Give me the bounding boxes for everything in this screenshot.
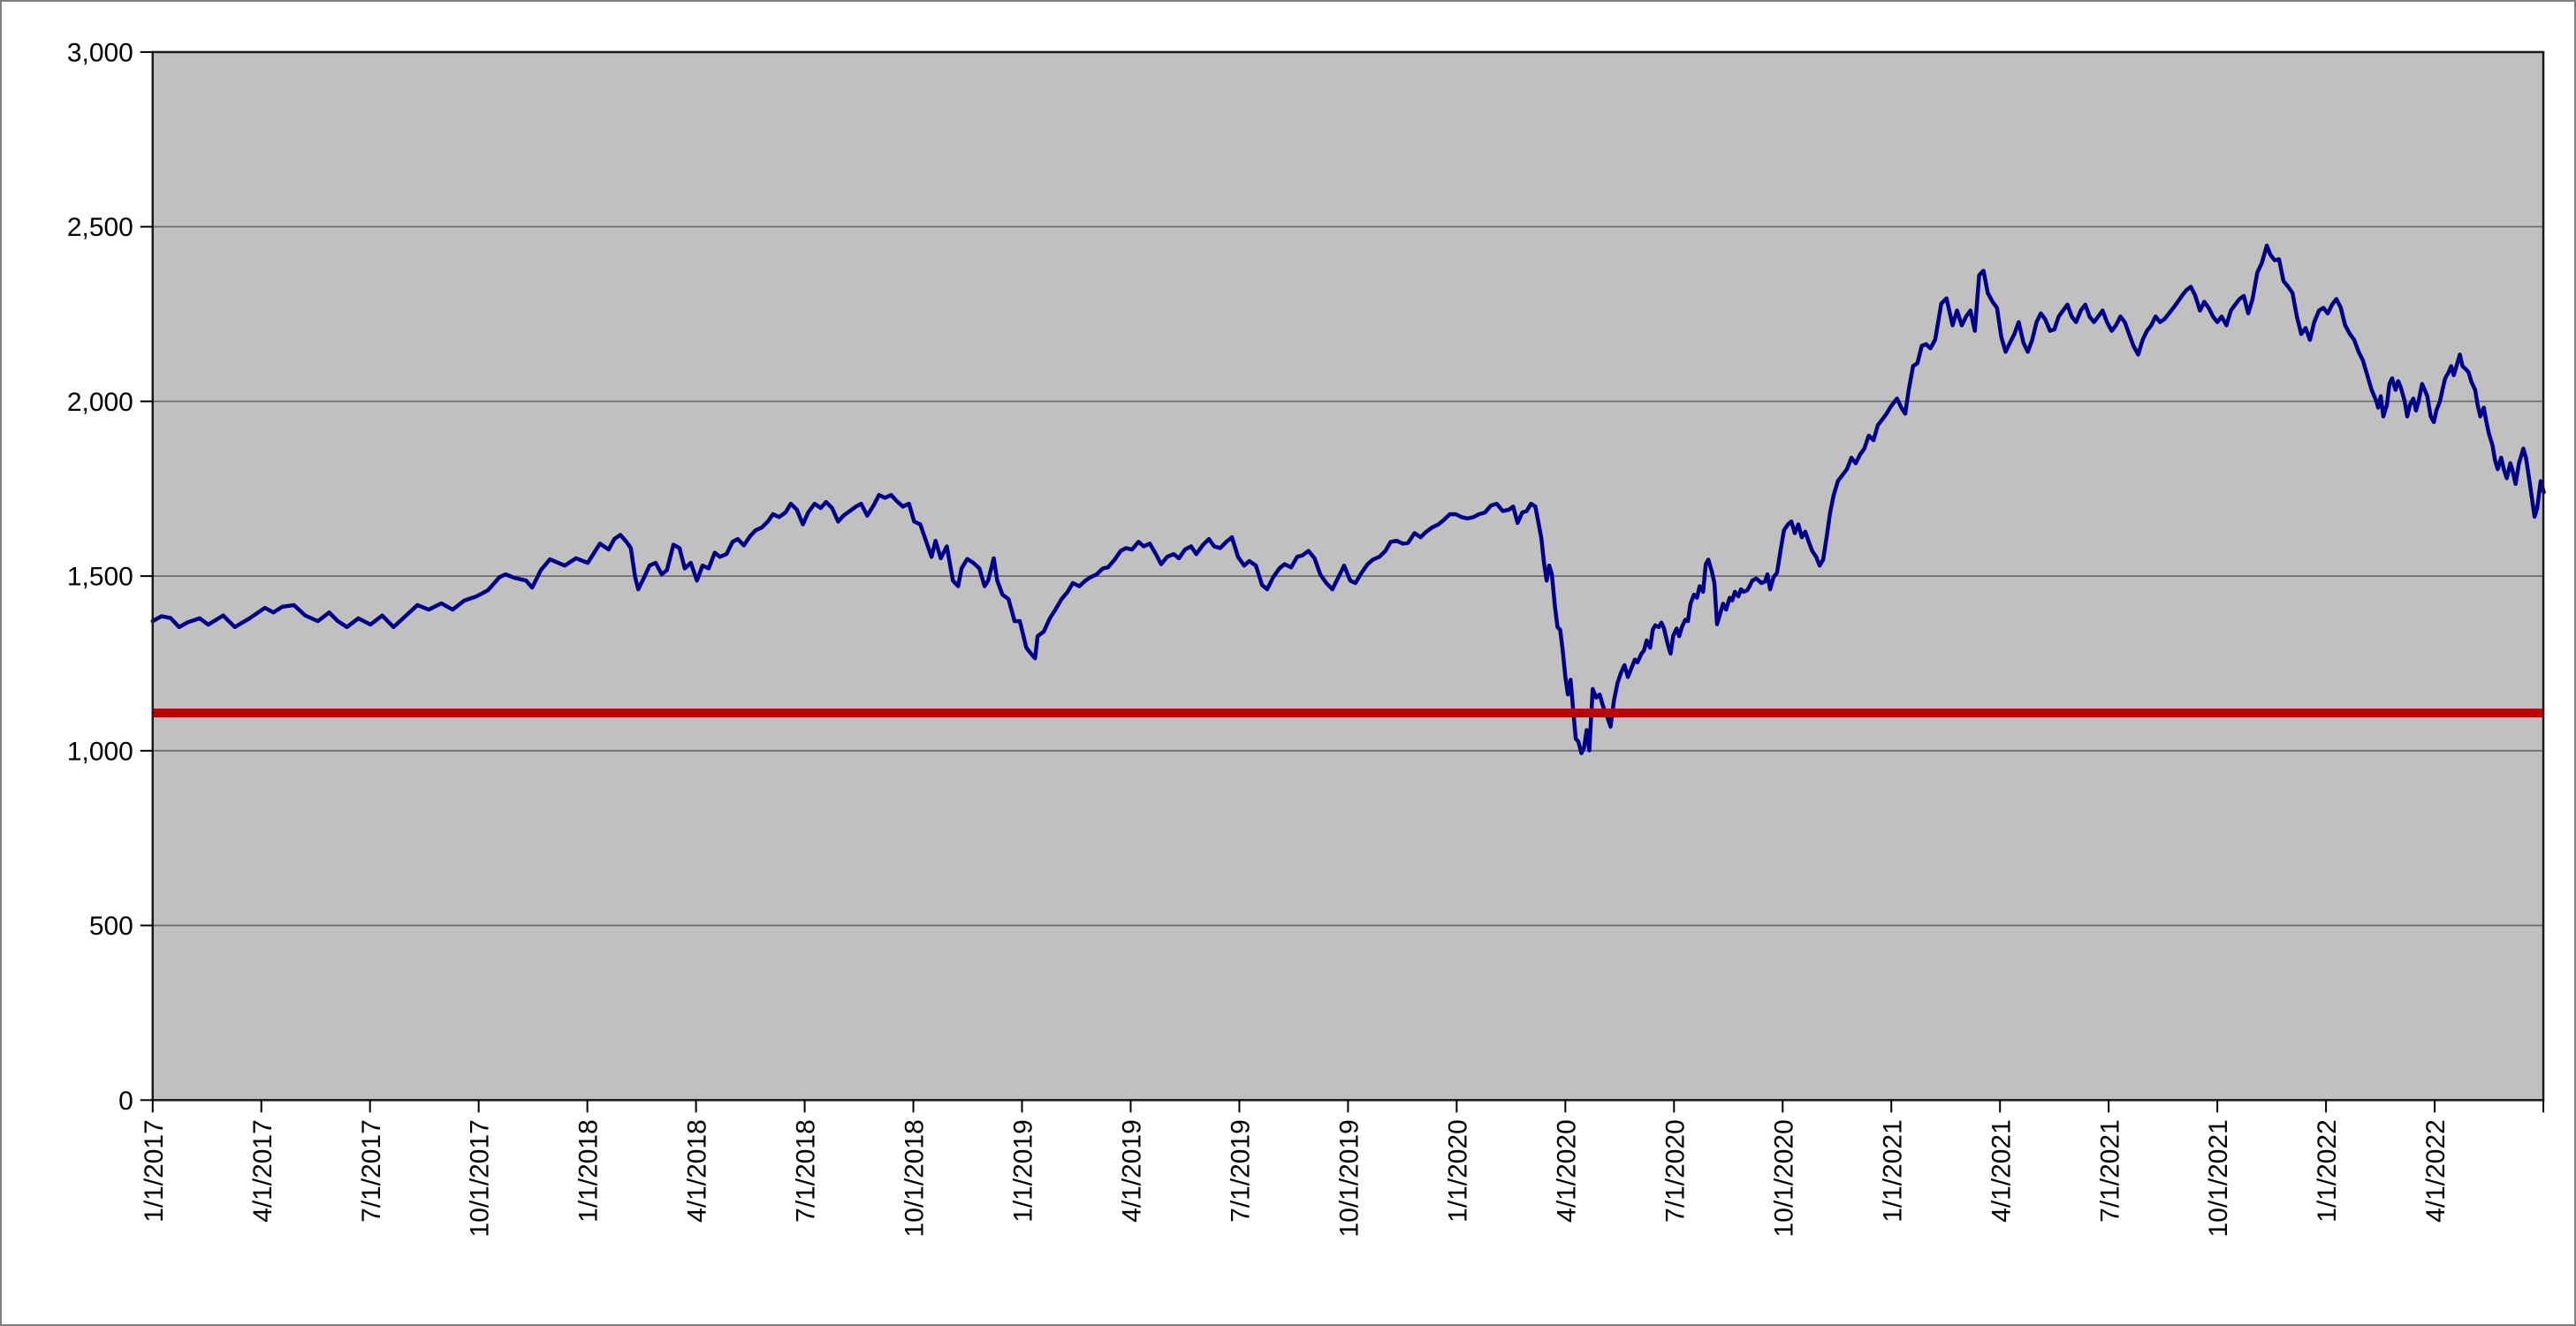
- y-axis-label: 1,500: [67, 563, 133, 592]
- x-axis-label: 7/1/2019: [1227, 1119, 1256, 1223]
- x-axis-label: 4/1/2019: [1118, 1119, 1147, 1223]
- x-axis-label: 10/1/2018: [900, 1119, 930, 1237]
- x-axis-label: 4/1/2017: [248, 1119, 277, 1223]
- x-axis-label: 4/1/2018: [683, 1119, 712, 1223]
- x-axis-label: 1/1/2022: [2313, 1119, 2342, 1223]
- index-series-line: [150, 243, 2546, 755]
- x-axis-label: 7/1/2021: [2095, 1119, 2124, 1223]
- y-axis-label: 2,500: [67, 213, 133, 242]
- x-axis-label: 7/1/2020: [1660, 1119, 1690, 1223]
- x-axis-label: 1/1/2019: [1009, 1119, 1038, 1223]
- x-axis-label: 1/1/2017: [140, 1119, 169, 1223]
- axis-labels: 0 500 1,000 1,500 2,000 2,500 3,000 1/1/2017 4/1…: [67, 38, 2451, 1237]
- x-axis-label: 7/1/2017: [357, 1119, 386, 1223]
- x-axis-label: 10/1/2021: [2204, 1119, 2233, 1237]
- x-axis-label: 10/1/2020: [1769, 1119, 1798, 1237]
- y-axis-label: 2,000: [67, 388, 133, 417]
- x-axis-label: 4/1/2021: [1987, 1119, 2016, 1223]
- y-axis-label: 3,000: [67, 38, 133, 67]
- x-axis-label: 1/1/2020: [1443, 1119, 1472, 1223]
- y-axis-label: 0: [118, 1087, 133, 1116]
- axes: [140, 50, 2545, 1113]
- x-axis-label: 1/1/2018: [574, 1119, 604, 1223]
- x-axis-label: 7/1/2018: [792, 1119, 821, 1223]
- x-axis-label: 4/1/2022: [2421, 1119, 2451, 1223]
- x-axis-label: 1/1/2021: [1878, 1119, 1907, 1223]
- x-axis-label: 10/1/2019: [1334, 1119, 1364, 1237]
- series-lines: [150, 243, 2546, 755]
- y-axis-label: 500: [89, 912, 133, 941]
- x-axis-label: 4/1/2020: [1552, 1119, 1581, 1223]
- y-axis-label: 1,000: [67, 737, 133, 766]
- x-axis-label: 10/1/2017: [466, 1119, 495, 1237]
